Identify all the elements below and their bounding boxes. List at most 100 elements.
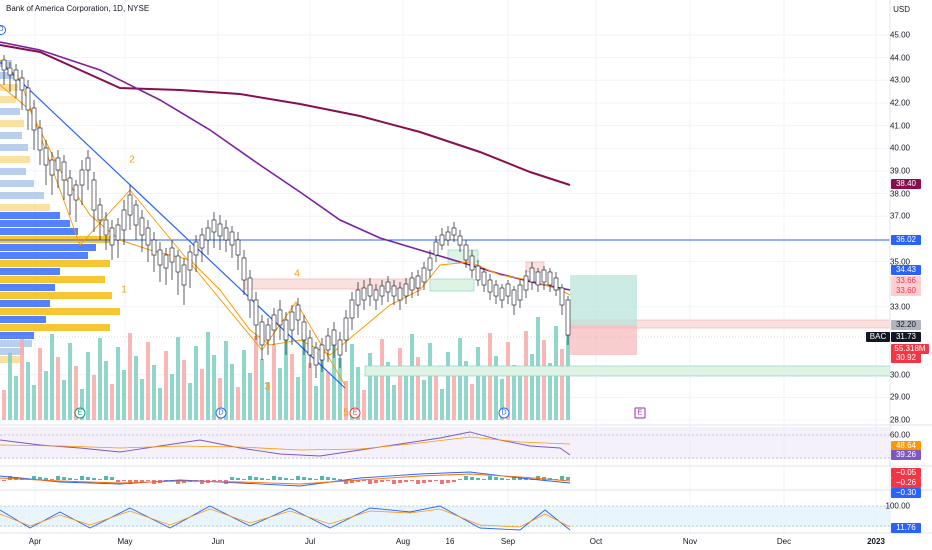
elliott-wave-label: 3 bbox=[264, 381, 270, 393]
macd-hist bbox=[134, 480, 138, 483]
volume-bar bbox=[8, 353, 12, 420]
candle-body bbox=[187, 251, 193, 271]
volume-profile-bar bbox=[0, 268, 60, 275]
volume-bar bbox=[452, 375, 456, 420]
price-axis-label: 38.00 bbox=[889, 189, 910, 199]
ma200-tag: 38.40 bbox=[891, 179, 921, 189]
earnings-dividend-marker[interactable]: D bbox=[215, 407, 227, 419]
macd-hist bbox=[68, 478, 72, 480]
volume-bar bbox=[20, 339, 24, 420]
volume-bar bbox=[284, 331, 288, 420]
indicator-axis-label: 60.00 bbox=[889, 430, 910, 440]
time-axis-label: May bbox=[117, 537, 133, 546]
support-tag: 30.92 bbox=[891, 353, 921, 363]
macd-hist bbox=[488, 476, 492, 480]
macd-tag: −0.30 bbox=[891, 488, 921, 498]
macd-hist bbox=[98, 479, 102, 480]
price-axis-label: 40.00 bbox=[889, 143, 910, 153]
candle-body bbox=[55, 157, 61, 171]
macd-hist bbox=[374, 480, 378, 483]
earnings-dividend-marker[interactable]: D bbox=[498, 407, 510, 419]
volume-bar bbox=[14, 376, 18, 420]
macd-hist bbox=[176, 480, 180, 484]
time-axis-label: Oct bbox=[589, 537, 603, 546]
support-zone bbox=[364, 365, 891, 377]
macd-hist bbox=[266, 479, 270, 480]
macd-hist bbox=[446, 480, 450, 483]
elliott-wave-label: 1 bbox=[121, 284, 127, 296]
volume-bar bbox=[392, 385, 396, 420]
macd-signal-line bbox=[0, 473, 571, 485]
volume-profile-bar bbox=[0, 96, 16, 103]
macd-hist bbox=[38, 477, 42, 480]
volume-bar bbox=[434, 366, 438, 420]
volume-bar bbox=[470, 384, 474, 420]
candle-body bbox=[283, 319, 289, 341]
earnings-dividend-marker[interactable]: E bbox=[74, 407, 86, 419]
macd-hist bbox=[8, 476, 12, 480]
stoch-band bbox=[0, 506, 890, 527]
macd-hist bbox=[62, 477, 66, 480]
candle-body bbox=[349, 299, 355, 319]
earnings-dividend-marker[interactable]: E bbox=[349, 407, 361, 419]
candle-body bbox=[487, 279, 493, 293]
volume-bar bbox=[380, 339, 384, 420]
macd-hist bbox=[482, 479, 486, 480]
volume-profile-bar bbox=[0, 244, 96, 251]
rsi-line bbox=[0, 431, 571, 457]
volume-profile-bar bbox=[0, 204, 50, 211]
long-stop-box bbox=[570, 325, 637, 355]
candle-body bbox=[553, 277, 559, 291]
candle-body bbox=[493, 284, 499, 297]
candle-body bbox=[229, 231, 235, 246]
volume-bar bbox=[134, 356, 138, 420]
candle-body bbox=[535, 271, 541, 286]
macd-hist bbox=[392, 480, 396, 484]
macd-hist bbox=[350, 480, 354, 483]
macd-hist bbox=[560, 476, 564, 480]
volume-bar bbox=[92, 375, 96, 420]
macd-hist bbox=[314, 479, 318, 480]
rsi-ma-line bbox=[0, 436, 571, 451]
symbol-title[interactable]: Bank of America Corporation, 1D, NYSE bbox=[6, 4, 150, 13]
macd-hist bbox=[344, 480, 348, 484]
volume-bar bbox=[182, 360, 186, 420]
macd-hist bbox=[386, 480, 390, 481]
macd-hist bbox=[434, 480, 438, 481]
volume-bar bbox=[560, 349, 564, 420]
candle-body bbox=[61, 161, 67, 181]
price-axis-label: 44.00 bbox=[889, 53, 910, 63]
candle-body bbox=[163, 254, 169, 269]
volume-bar bbox=[242, 350, 246, 420]
volume-bar bbox=[302, 340, 306, 420]
macd-hist bbox=[476, 478, 480, 480]
macd-hist bbox=[566, 477, 570, 480]
volume-bar bbox=[338, 358, 342, 420]
macd-hist bbox=[302, 477, 306, 480]
price-axis-label: 41.00 bbox=[889, 121, 910, 131]
candle-body bbox=[559, 287, 565, 306]
dividend-marker-left[interactable]: D bbox=[0, 25, 6, 35]
price-axis-label: 43.00 bbox=[889, 75, 910, 85]
candle-body bbox=[91, 179, 97, 211]
macd-hist bbox=[308, 478, 312, 480]
volume-bar bbox=[74, 366, 78, 420]
candle-body bbox=[463, 244, 469, 261]
volume-bar bbox=[200, 369, 204, 420]
candle-body bbox=[343, 317, 349, 341]
macd-hist bbox=[506, 479, 510, 480]
price-axis-label: 29.00 bbox=[889, 392, 910, 402]
macd-hist bbox=[380, 480, 384, 482]
volume-bar bbox=[530, 354, 534, 420]
time-axis-label: 2023 bbox=[867, 537, 885, 546]
candle-body bbox=[415, 275, 421, 289]
candle-body bbox=[13, 69, 19, 81]
candle-body bbox=[511, 289, 517, 306]
candle-body bbox=[127, 194, 133, 216]
macd-hist bbox=[422, 480, 426, 483]
earnings-dividend-marker[interactable]: E bbox=[634, 407, 646, 419]
stoch-tag: 11.76 bbox=[891, 523, 921, 533]
volume-bar bbox=[32, 385, 36, 420]
